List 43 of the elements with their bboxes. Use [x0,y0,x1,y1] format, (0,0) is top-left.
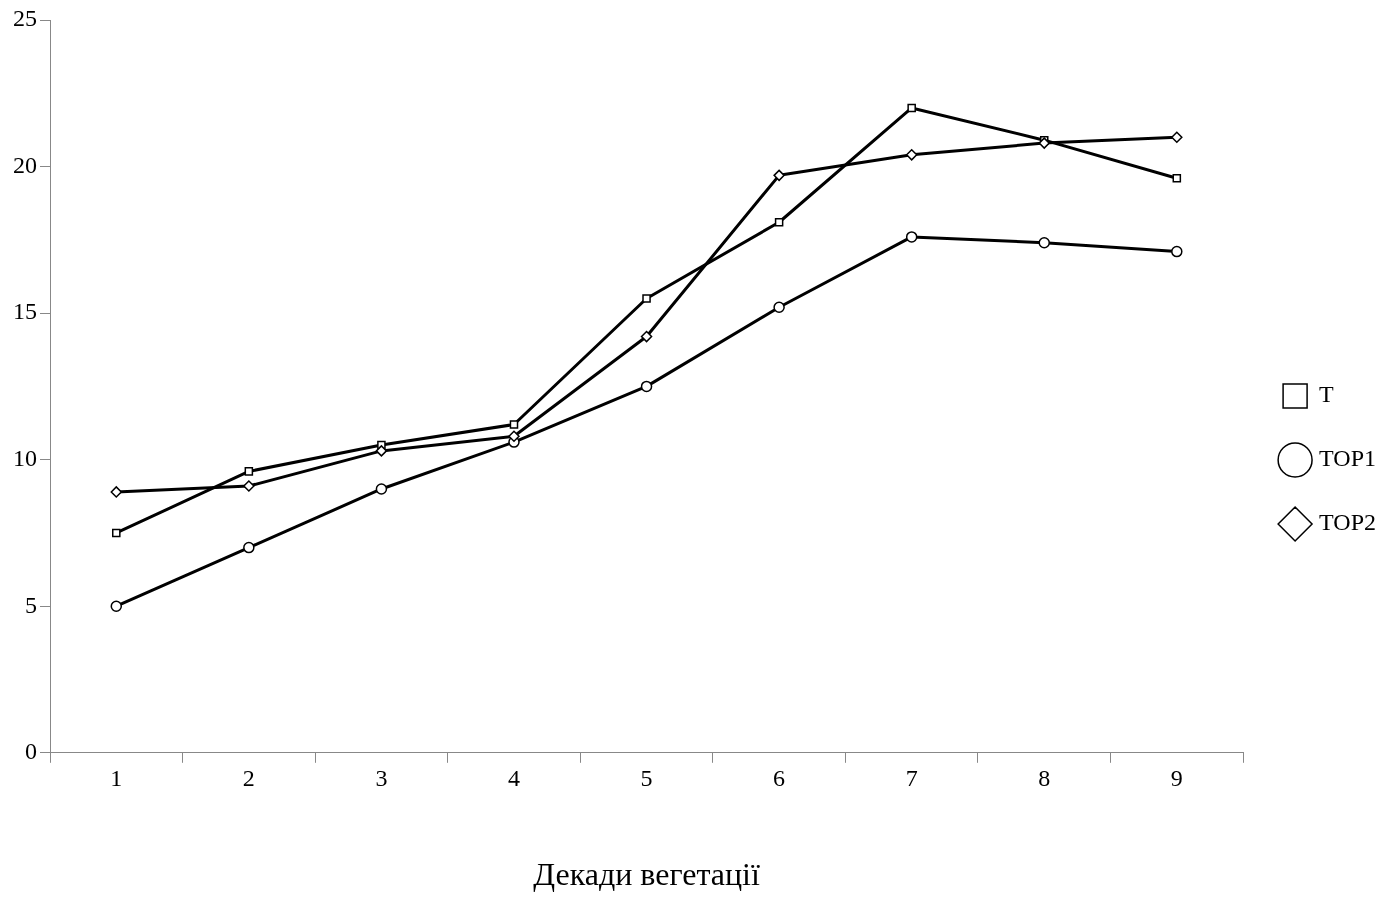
y-tick-label: 10 [13,444,37,471]
x-tick-label: 2 [242,765,255,792]
point [243,541,255,554]
x-tick-label: 5 [640,765,653,792]
point [1038,137,1050,149]
x-tick-label: 8 [1038,765,1051,792]
x-tick-label: 6 [773,765,786,792]
point [1171,245,1183,258]
legend-label: TOP1 [1319,445,1376,472]
point [110,486,123,498]
x-tick-label: 4 [507,765,520,792]
point [508,430,520,442]
point [907,103,916,113]
point [773,301,785,314]
y-tick-label: 5 [25,591,37,618]
legend-label: T [1319,381,1335,408]
legend-label: TOP2 [1319,509,1376,536]
point [112,528,121,538]
point [375,445,388,457]
point [905,149,918,161]
x-tick-label: 7 [905,765,918,792]
point [375,483,388,495]
point [243,480,255,492]
y-tick-label: 20 [13,151,37,178]
y-tick-label: 25 [13,5,37,32]
point [773,169,785,182]
point [1038,237,1050,249]
point [774,217,784,227]
point [640,380,653,393]
y-tick-label: 15 [13,298,37,325]
x-tick-label: 3 [375,765,388,792]
point [110,600,123,612]
point [1172,174,1182,183]
point [905,231,918,243]
point [1171,131,1183,143]
point [509,420,519,429]
x-tick-label: 1 [110,765,123,792]
x-tick-label: 9 [1170,765,1183,792]
x-axis-title: Декади вегетації [533,856,760,893]
y-tick-label: 0 [25,738,37,765]
point [244,467,254,476]
point [640,330,653,343]
point [642,294,651,303]
